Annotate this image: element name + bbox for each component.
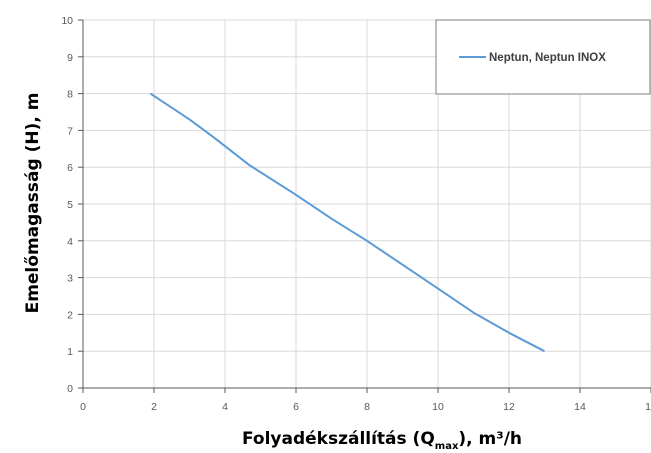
y-tick-label: 8: [67, 89, 73, 101]
y-tick-label: 7: [67, 125, 73, 137]
x-tick-label: 12: [503, 401, 515, 413]
series-line: [149, 92, 545, 353]
y-tick-label: 4: [67, 236, 73, 248]
y-tick-label: 0: [67, 383, 73, 395]
x-tick-labels: 0 2 4 6 8 10 12 14 16: [80, 401, 651, 413]
x-tick-label: 6: [293, 401, 299, 413]
y-axis-title: Emelőmagasság (H), m: [23, 93, 43, 314]
y-tick-label: 2: [67, 309, 73, 321]
y-tick-label: 1: [67, 346, 73, 358]
x-axis-title-tail: ), m³/h: [458, 429, 522, 449]
y-tick-label: 6: [67, 162, 73, 174]
x-tick-label: 16: [645, 401, 651, 413]
axes: [78, 19, 651, 393]
x-tick-label: 8: [364, 401, 370, 413]
x-tick-label: 2: [151, 401, 157, 413]
y-tick-label: 3: [67, 273, 73, 285]
legend-label: Neptun, Neptun INOX: [489, 52, 606, 64]
x-axis-title: Folyadékszállítás (Qmax), m³/h: [242, 429, 522, 452]
y-tick-label: 5: [67, 199, 73, 211]
x-tick-label: 4: [222, 401, 228, 413]
series: [149, 92, 545, 353]
x-axis-title-main: Folyadékszállítás (Q: [242, 429, 435, 449]
x-axis-title-sub: max: [435, 441, 459, 452]
x-tick-label: 0: [80, 401, 86, 413]
legend: Neptun, Neptun INOX: [435, 19, 651, 95]
y-tick-label: 9: [67, 52, 73, 64]
x-tick-label: 14: [574, 401, 586, 413]
y-tick-labels: 0 1 2 3 4 5 6 7 8 9 10: [61, 15, 73, 395]
y-tick-label: 10: [61, 15, 73, 27]
x-tick-label: 10: [432, 401, 444, 413]
